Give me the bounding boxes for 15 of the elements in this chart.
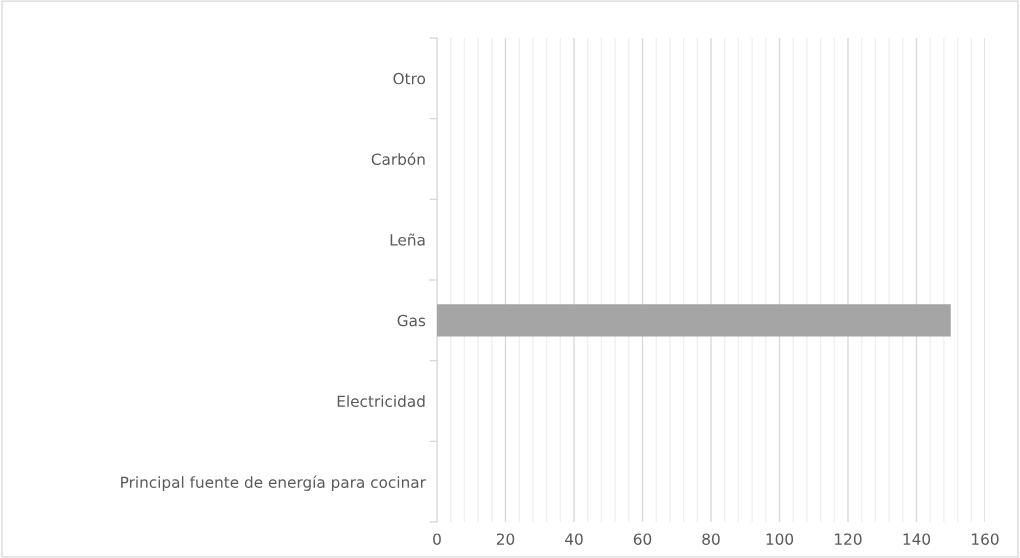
x-tick-label: 80 <box>702 533 720 545</box>
x-tick-label: 140 <box>903 533 931 545</box>
x-tick-label: 0 <box>433 533 441 545</box>
y-tick-label: Carbón <box>371 152 425 166</box>
x-tick-label: 60 <box>633 533 652 545</box>
y-tick-label: Principal fuente de energía para cocinar <box>121 475 426 491</box>
y-tick-label: Leña <box>390 233 425 246</box>
x-tick-label: 120 <box>835 533 862 545</box>
y-tick-label: Electricidad <box>337 395 425 408</box>
y-tick-label: Otro <box>393 72 426 85</box>
x-tick-label: 20 <box>496 533 515 545</box>
x-tick-label: 100 <box>766 533 794 545</box>
y-tick-label: Gas <box>397 314 426 327</box>
x-tick-label: 160 <box>972 533 999 545</box>
x-tick-label: 40 <box>565 533 583 545</box>
